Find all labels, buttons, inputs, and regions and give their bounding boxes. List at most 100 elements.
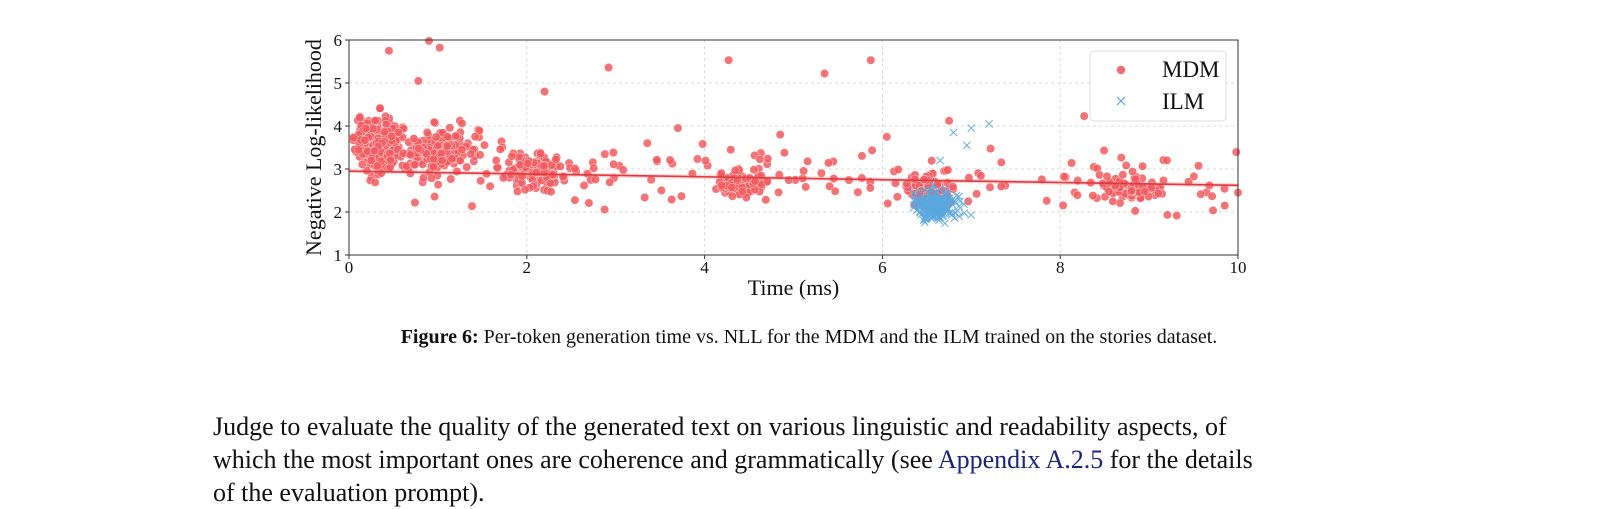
y-axis-title: Negative Log-likelihood xyxy=(301,39,326,256)
mdm-point xyxy=(1116,153,1126,163)
mdm-point xyxy=(437,155,447,165)
legend-ilm-label: ILM xyxy=(1162,89,1204,114)
mdm-point xyxy=(1154,189,1163,198)
ilm-point xyxy=(960,209,969,218)
mdm-point xyxy=(539,161,549,171)
mdm-point xyxy=(1196,189,1206,199)
mdm-point xyxy=(1121,160,1131,170)
mdm-point xyxy=(986,144,995,154)
ilm-point xyxy=(909,188,918,197)
mdm-point xyxy=(355,113,365,123)
ilm-point xyxy=(948,200,957,209)
mdm-point xyxy=(774,187,783,197)
mdm-point xyxy=(462,162,472,172)
mdm-point xyxy=(799,166,808,176)
mdm-point xyxy=(963,196,973,206)
y-tick-label: 2 xyxy=(334,203,343,222)
mdm-point xyxy=(475,150,485,160)
mdm-point xyxy=(1073,190,1082,200)
trend-line xyxy=(348,170,1239,187)
mdm-point xyxy=(430,192,439,202)
x-axis-title: Time (ms) xyxy=(748,275,839,300)
mdm-point xyxy=(429,154,439,164)
mdm-point xyxy=(579,180,589,190)
mdm-point xyxy=(556,161,565,171)
mdm-point xyxy=(523,159,532,168)
mdm-point xyxy=(1172,211,1182,221)
legend-mdm-label: MDM xyxy=(1162,57,1220,82)
mdm-point xyxy=(667,195,677,204)
y-tick-label: 6 xyxy=(334,31,343,50)
x-tick-label: 8 xyxy=(1056,258,1065,277)
mdm-point xyxy=(398,148,408,158)
mdm-point xyxy=(435,43,445,53)
ilm-point xyxy=(929,180,938,189)
mdm-point xyxy=(730,166,740,175)
mdm-point xyxy=(507,151,517,161)
mdm-point xyxy=(972,189,981,199)
mdm-point xyxy=(455,156,465,166)
ilm-point xyxy=(953,206,962,215)
mdm-point xyxy=(1042,196,1052,206)
mdm-point xyxy=(370,116,380,126)
mdm-point xyxy=(457,145,467,155)
ilm-point xyxy=(934,216,943,225)
mdm-point xyxy=(443,132,453,142)
mdm-point xyxy=(394,127,403,137)
ilm-point xyxy=(920,202,929,211)
mdm-point xyxy=(803,156,812,166)
caption-text: Per-token generation time vs. NLL for th… xyxy=(483,326,1218,348)
y-tick-label: 3 xyxy=(334,160,343,179)
mdm-point xyxy=(360,135,370,145)
mdm-point xyxy=(570,164,580,173)
mdm-point xyxy=(867,145,877,155)
mdm-point xyxy=(726,145,736,155)
mdm-point xyxy=(410,160,420,170)
mdm-point xyxy=(422,128,432,137)
x-marker-icon xyxy=(1116,96,1126,106)
mdm-point xyxy=(761,195,771,205)
mdm-point xyxy=(1067,158,1077,168)
mdm-point xyxy=(1138,161,1148,171)
mdm-point xyxy=(944,116,954,126)
mdm-point xyxy=(410,198,420,208)
mdm-point xyxy=(824,158,833,168)
ilm-point xyxy=(922,198,931,207)
mdm-point xyxy=(717,180,727,190)
trend-layer xyxy=(348,169,1239,188)
mdm-point xyxy=(584,198,594,208)
ilm-point xyxy=(950,214,959,223)
mdm-point xyxy=(419,173,428,183)
ilm-point xyxy=(926,204,935,213)
mdm-point xyxy=(688,169,697,179)
mdm-point xyxy=(698,139,707,149)
mdm-point xyxy=(361,123,371,133)
appendix-link[interactable]: Appendix A.2.5 xyxy=(937,445,1104,474)
mdm-point xyxy=(609,159,618,169)
mdm-point xyxy=(384,46,394,56)
body-line-1: Judge to evaluate the quality of the gen… xyxy=(213,412,1227,441)
mdm-point xyxy=(948,182,958,192)
plot-frame xyxy=(348,39,1239,256)
mdm-point xyxy=(1130,206,1140,216)
ilm-point xyxy=(985,119,994,128)
mdm-point xyxy=(693,154,702,164)
mdm-point xyxy=(893,165,903,175)
mdm-point xyxy=(883,199,893,208)
mdm-point xyxy=(642,138,652,148)
mdm-point xyxy=(413,76,423,86)
ilm-point xyxy=(932,211,941,220)
mdm-point xyxy=(546,187,556,197)
ilm-point xyxy=(966,211,975,220)
mdm-point xyxy=(738,186,747,196)
mdm-point xyxy=(1102,171,1112,181)
mdm-point xyxy=(370,177,380,187)
mdm-point xyxy=(652,155,662,165)
mdm-point xyxy=(665,155,675,165)
mdm-point xyxy=(657,185,666,195)
mdm-point xyxy=(728,191,737,201)
mdm-point xyxy=(1115,198,1125,208)
ilm-point xyxy=(935,196,944,205)
mdm-point xyxy=(1128,167,1138,177)
